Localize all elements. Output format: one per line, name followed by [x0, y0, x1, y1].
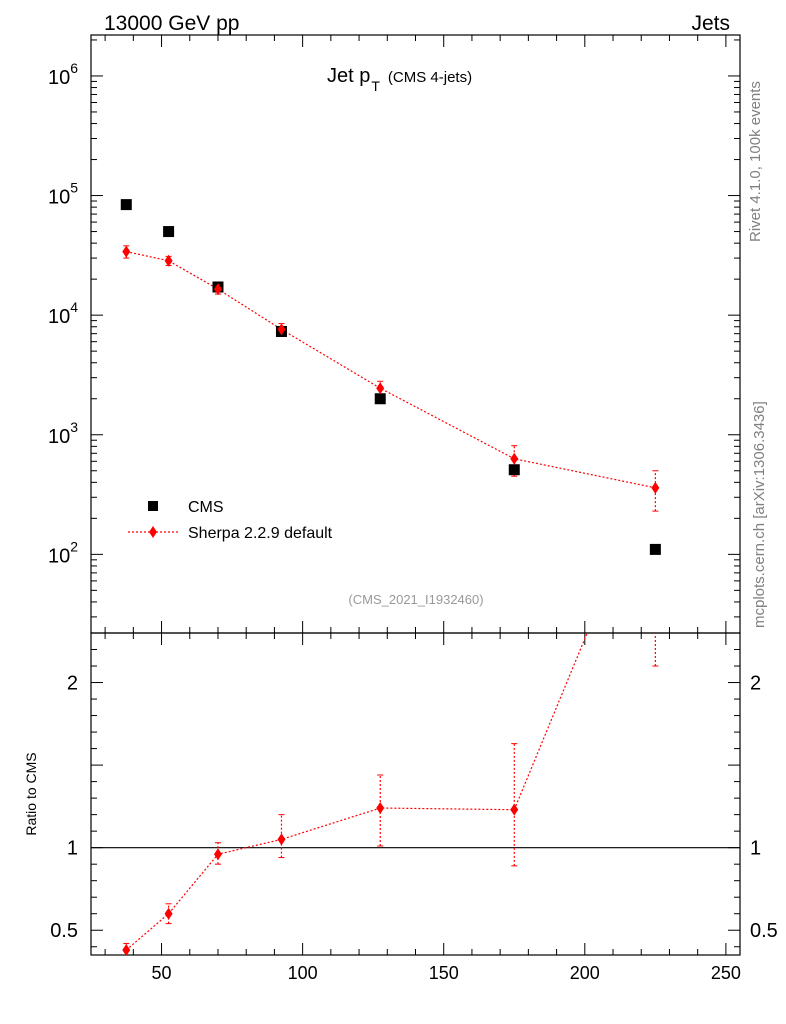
rivet-version-label: Rivet 4.1.0, 100k events: [747, 81, 764, 242]
legend-sherpa-marker: [149, 526, 157, 538]
ratio-panel-frame: [90, 632, 741, 956]
ratio-y-tick-label-right: 1: [750, 838, 761, 860]
sherpa-point: [122, 245, 131, 258]
main-axis-ticks: [91, 35, 740, 633]
x-tick-label: 50: [152, 963, 172, 983]
sherpa-point: [651, 481, 660, 494]
ratio-y-tick-label-right: 2: [750, 673, 761, 695]
chart-title: Jet pT (CMS 4-jets): [327, 65, 472, 94]
ratio-y-tick-labels-left: 0.5 1 2: [50, 673, 78, 943]
tick-exponent: 4: [70, 299, 78, 315]
tick-exponent: 5: [70, 180, 78, 196]
tick-exponent: 3: [70, 419, 78, 435]
tick-exponent: 6: [70, 60, 78, 76]
ratio-y-axis-label: Ratio to CMS: [23, 752, 39, 835]
ratio-point: [122, 944, 131, 955]
ratio-point: [376, 802, 385, 815]
tick-exponent: 2: [70, 538, 78, 554]
x-tick-label: 250: [711, 963, 741, 983]
ratio-error-bars: [123, 633, 659, 955]
analysis-id-label: (CMS_2021_I1932460): [348, 592, 483, 607]
cms-point: [120, 199, 132, 211]
legend-cms-marker: [148, 501, 158, 511]
ratio-point: [510, 803, 519, 816]
header-category-label: Jets: [691, 12, 730, 35]
ratio-y-tick-label: 0.5: [50, 920, 78, 942]
ratio-point: [651, 462, 659, 474]
cms-point: [649, 543, 661, 555]
chart-title-subscript: T: [371, 78, 380, 94]
ratio-y-tick-labels-right: 0.5 1 2: [750, 673, 778, 943]
tick-base: 10: [48, 545, 70, 567]
ratio-axis-ticks: [91, 632, 740, 955]
main-y-tick-label: 103: [48, 419, 78, 448]
sherpa-point: [376, 382, 385, 395]
ratio-point: [213, 848, 222, 861]
ratio-y-tick-label-right: 0.5: [750, 920, 778, 942]
ratio-point: [277, 833, 286, 846]
tick-base: 10: [48, 187, 70, 209]
x-tick-labels: 50 100 150 200 250: [152, 963, 741, 983]
sherpa-point: [277, 323, 286, 336]
sherpa-curve-line: [126, 251, 656, 489]
chart-title-note: (CMS 4-jets): [388, 69, 472, 86]
sherpa-point: [164, 254, 173, 267]
x-tick-label: 100: [288, 963, 318, 983]
ratio-y-tick-label: 1: [67, 838, 78, 860]
tick-base: 10: [48, 67, 70, 89]
ratio-panel: 0.5 1 2 0.5 1 2 Ratio to CMS: [23, 462, 778, 956]
tick-base: 10: [48, 426, 70, 448]
chart-title-main: Jet p: [327, 65, 370, 87]
main-y-tick-label: 102: [48, 538, 78, 567]
ratio-point: [164, 907, 173, 920]
sherpa-data-points: [122, 245, 660, 494]
sherpa-point: [510, 452, 519, 465]
legend: CMS Sherpa 2.2.9 default: [128, 499, 333, 542]
mcplots-credit-label: mcplots.cern.ch [arXiv:1306.3436]: [751, 401, 768, 628]
x-tick-label: 200: [570, 963, 600, 983]
sherpa-point: [213, 283, 222, 296]
legend-cms-label: CMS: [188, 499, 224, 516]
ratio-y-tick-label: 2: [67, 673, 78, 695]
cms-point: [374, 393, 386, 405]
header-energy-label: 13000 GeV pp: [104, 12, 239, 35]
main-y-tick-label: 105: [48, 180, 78, 209]
main-y-tick-label: 104: [48, 299, 78, 328]
main-panel-frame: [90, 34, 741, 634]
sherpa-error-bars: [123, 245, 659, 512]
tick-base: 10: [48, 306, 70, 328]
cms-point: [508, 464, 520, 476]
cms-point: [163, 226, 175, 238]
x-tick-label: 150: [429, 963, 459, 983]
ratio-data-points: [122, 462, 659, 955]
legend-sherpa-label: Sherpa 2.2.9 default: [188, 525, 333, 542]
main-y-tick-label: 106: [48, 60, 78, 89]
